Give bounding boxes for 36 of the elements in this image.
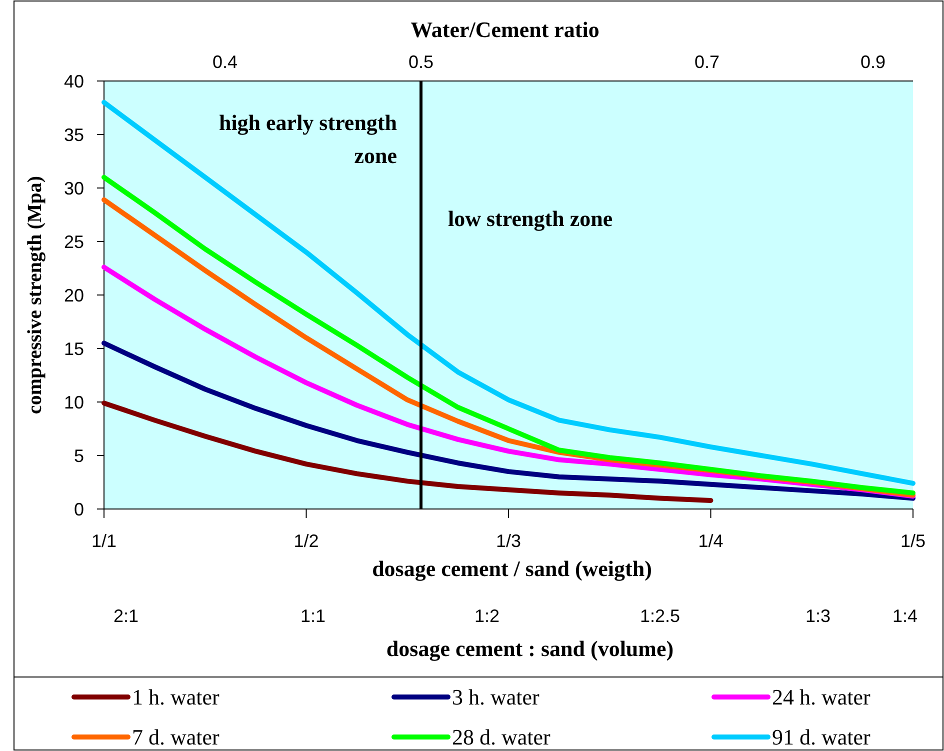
legend-label: 28 d. water [452,724,552,750]
text: 1:3 [805,606,831,626]
y-tick-label: 20 [64,285,84,306]
y-tick-label: 35 [64,124,84,145]
y-tick-label: 15 [64,338,84,359]
x-tick-label: 1/3 [496,531,522,551]
text: 0.5 [408,52,434,72]
annotation: low strength zone [448,206,613,231]
legend-label: 91 d. water [772,724,872,750]
y-tick-label: 10 [64,392,84,412]
y-tick-label: 40 [64,71,84,92]
y-axis-title: compressive strength (Mpa) [24,176,46,414]
text: 0.4 [212,52,238,72]
x-tick-label: 1/5 [900,531,926,551]
x-tick-label: 1/2 [294,531,319,551]
legend-label: 7 d. water [132,724,220,750]
x-axis-title: dosage cement / sand (weigth) [372,556,652,581]
text: 1:2.5 [640,606,680,626]
text: 1:2 [474,606,500,626]
legend-label: 24 h. water [772,684,872,710]
x-tick-label: 1/1 [91,531,117,551]
x-tick-label: 1/4 [698,531,724,551]
text: 0.7 [694,52,720,72]
text: 1:1 [300,606,326,626]
text: 1:4 [892,606,918,626]
y-tick-label: 5 [74,446,84,466]
text: dosage cement : sand (volume) [386,636,674,661]
y-tick-label: 30 [64,178,84,198]
text: 2:1 [113,606,139,626]
x2-axis-title: Water/Cement ratio [410,17,600,42]
annotation: high early strength zone [218,110,398,168]
legend-label: 1 h. water [132,684,220,710]
text: 0.9 [860,52,886,72]
y-tick-label: 0 [74,499,84,520]
legend-label: 3 h. water [452,684,540,710]
y-tick-label: 25 [64,232,84,252]
